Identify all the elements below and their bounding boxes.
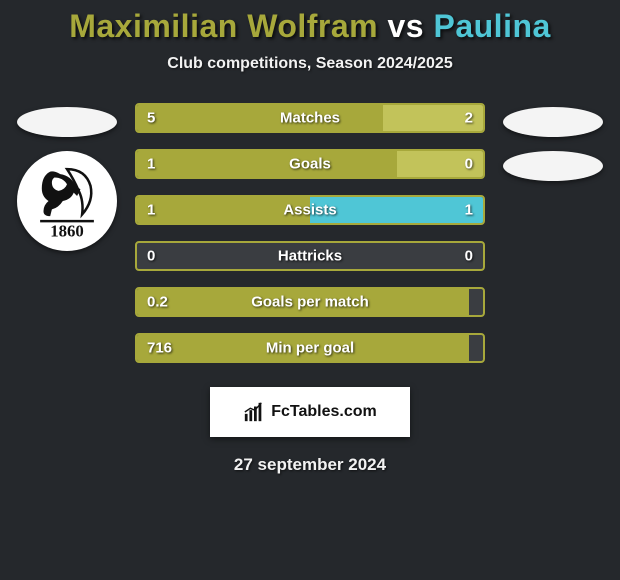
bar-value-left: 716 bbox=[147, 340, 172, 357]
bar-value-left: 1 bbox=[147, 156, 155, 173]
bar-value-left: 0 bbox=[147, 248, 155, 265]
stats-bars: 5 Matches 2 1 Goals 0 1 Assists 1 0 Hattricks 0 0.2 G… bbox=[135, 103, 485, 363]
bar-label: Min per goal bbox=[266, 340, 354, 357]
bar-value-right: 0 bbox=[465, 248, 473, 265]
page-title: Maximilian Wolfram vs Paulina bbox=[0, 8, 620, 45]
bar-label: Goals bbox=[289, 156, 331, 173]
bar-value-right: 2 bbox=[465, 110, 473, 127]
stat-bar: 1 Assists 1 bbox=[135, 195, 485, 225]
bar-value-right: 1 bbox=[465, 202, 473, 219]
player1-name: Maximilian Wolfram bbox=[69, 8, 378, 44]
player1-club-badge: 1860 bbox=[17, 151, 117, 251]
bar-label: Matches bbox=[280, 110, 340, 127]
stat-bar: 1 Goals 0 bbox=[135, 149, 485, 179]
stat-bar: 5 Matches 2 bbox=[135, 103, 485, 133]
bar-label: Hattricks bbox=[278, 248, 342, 265]
comparison-card: Maximilian Wolfram vs Paulina Club compe… bbox=[0, 0, 620, 580]
bar-value-left: 1 bbox=[147, 202, 155, 219]
chart-icon bbox=[243, 401, 265, 423]
player2-team-ellipse-2 bbox=[503, 151, 603, 181]
bar-label: Assists bbox=[283, 202, 336, 219]
bar-value-right: 0 bbox=[465, 156, 473, 173]
club-year: 1860 bbox=[50, 221, 84, 240]
main-row: 1860 5 Matches 2 1 Goals 0 1 Assists 1 0 Hattricks… bbox=[0, 103, 620, 363]
club-crest-icon: 1860 bbox=[25, 159, 109, 243]
stat-bar: 0.2 Goals per match bbox=[135, 287, 485, 317]
bar-value-left: 5 bbox=[147, 110, 155, 127]
vs-text: vs bbox=[388, 8, 425, 44]
bar-fill-left bbox=[137, 151, 397, 177]
subtitle: Club competitions, Season 2024/2025 bbox=[0, 55, 620, 73]
player2-name: Paulina bbox=[433, 8, 550, 44]
stat-bar: 716 Min per goal bbox=[135, 333, 485, 363]
player2-team-ellipse-1 bbox=[503, 107, 603, 137]
right-side-column bbox=[503, 103, 603, 181]
footer-date: 27 september 2024 bbox=[0, 455, 620, 475]
bar-value-left: 0.2 bbox=[147, 294, 168, 311]
source-badge[interactable]: FcTables.com bbox=[210, 387, 410, 437]
bar-fill-left bbox=[137, 105, 383, 131]
stat-bar: 0 Hattricks 0 bbox=[135, 241, 485, 271]
left-side-column: 1860 bbox=[17, 103, 117, 251]
source-name: FcTables.com bbox=[271, 403, 377, 421]
bar-label: Goals per match bbox=[251, 294, 369, 311]
player1-team-ellipse bbox=[17, 107, 117, 137]
